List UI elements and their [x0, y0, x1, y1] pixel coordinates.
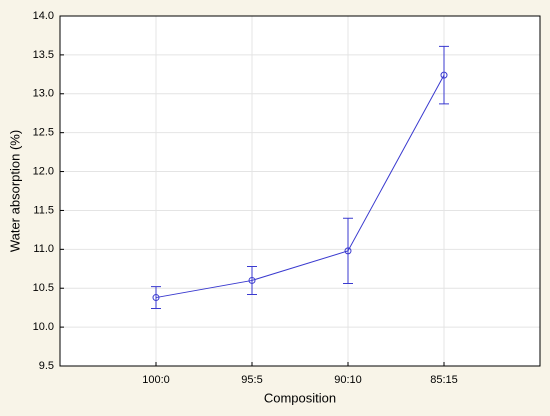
- y-tick-label: 11.0: [33, 243, 54, 255]
- x-tick-label: 85:15: [430, 374, 458, 386]
- error-bar: [343, 217, 353, 285]
- error-bar: [151, 286, 161, 309]
- x-tick-label: 95:5: [241, 374, 262, 386]
- y-tick-label: 12.0: [33, 165, 54, 177]
- x-axis-title: Composition: [264, 390, 336, 405]
- point: [248, 276, 256, 284]
- plot-area: [60, 16, 540, 366]
- x-tick-label: 90:10: [334, 374, 362, 386]
- y-tick-label: 14.0: [33, 10, 54, 22]
- point: [440, 71, 448, 79]
- error-bar: [439, 45, 449, 105]
- line: [155, 74, 445, 299]
- y-tick-label: 13.5: [33, 49, 54, 61]
- point: [344, 247, 352, 255]
- y-tick-label: 13.0: [33, 88, 54, 100]
- y-tick-label: 11.5: [33, 204, 54, 216]
- y-tick-label: 10.0: [33, 321, 54, 333]
- y-tick-label: 10.5: [33, 282, 54, 294]
- point: [152, 294, 160, 302]
- plot-frame: [59, 15, 541, 367]
- x-tick-label: 100:0: [142, 374, 170, 386]
- y-axis-title: Water absorption (%): [7, 130, 22, 252]
- y-tick-label: 12.5: [33, 127, 54, 139]
- error-bar: [247, 265, 257, 295]
- y-tick-label: 9.5: [39, 360, 54, 372]
